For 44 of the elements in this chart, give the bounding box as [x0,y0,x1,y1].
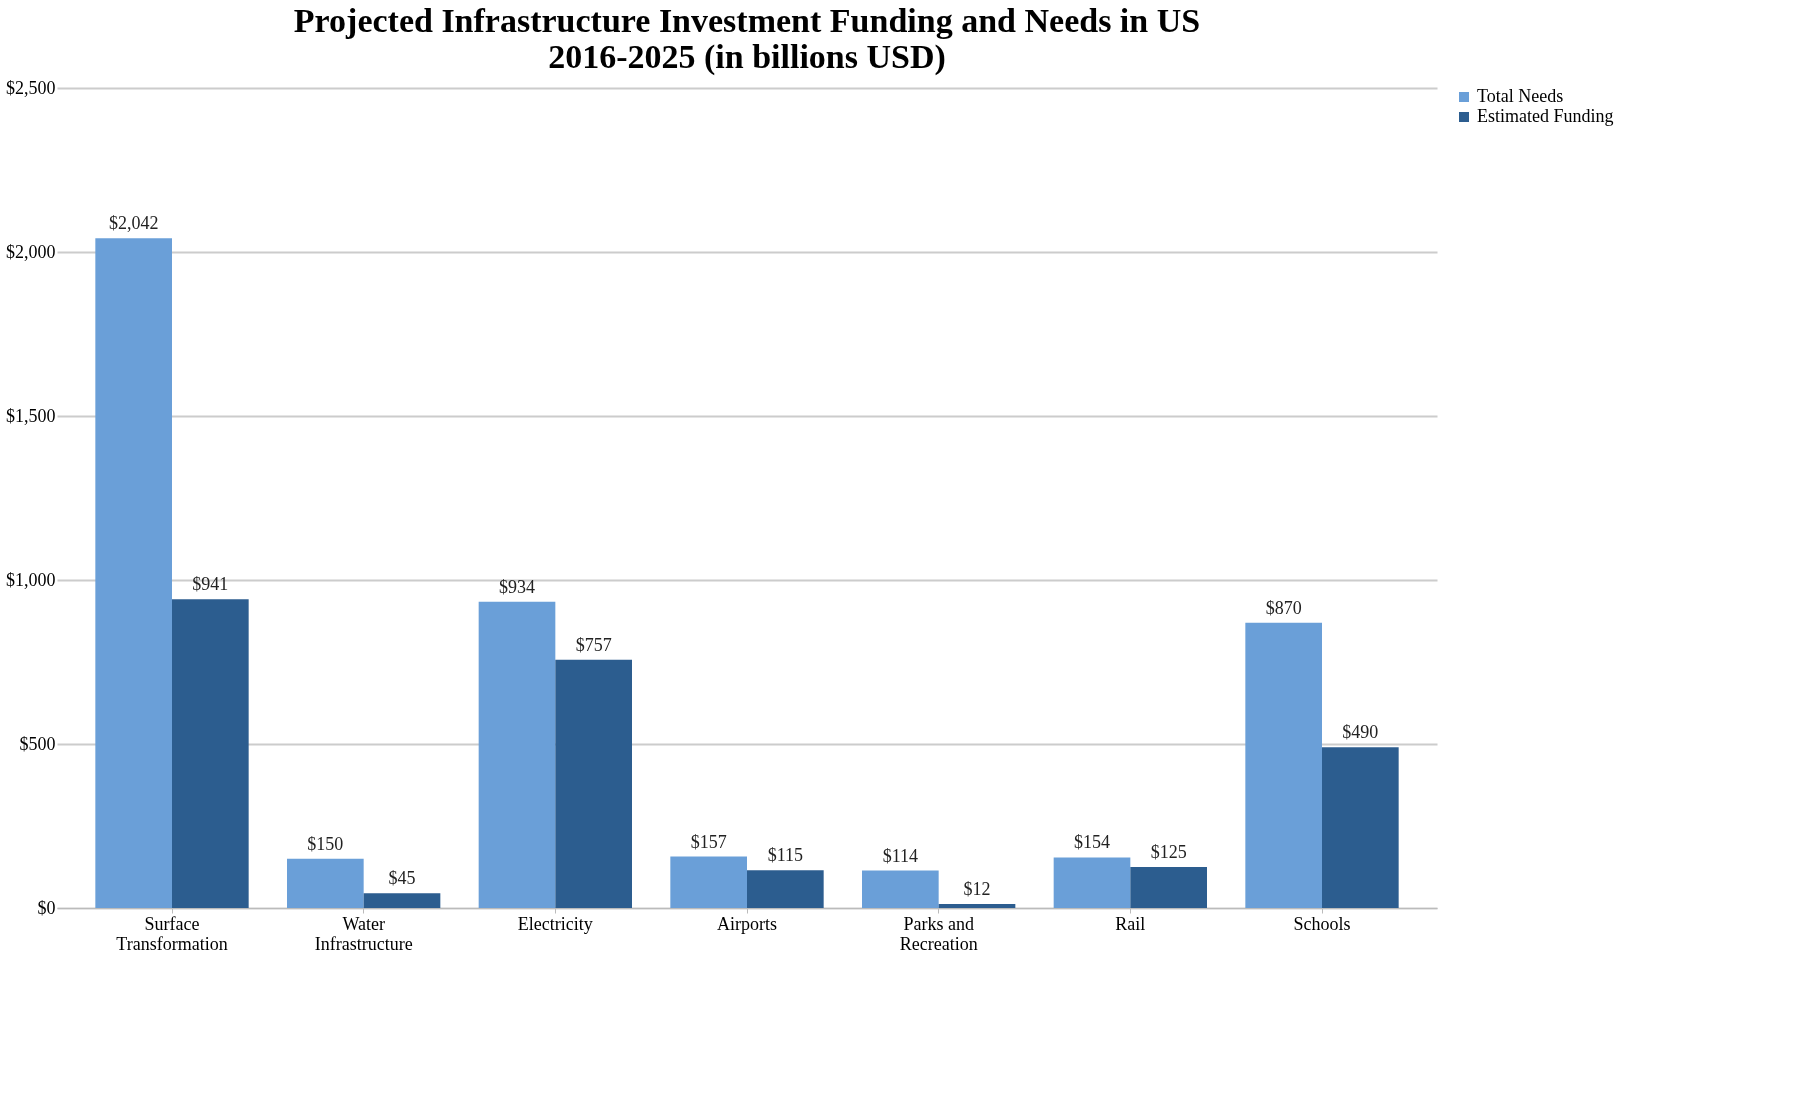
bar [172,599,249,908]
bar [862,870,939,908]
data-label: $45 [388,868,416,889]
data-label: $12 [963,879,991,900]
data-label: $125 [1150,842,1187,862]
data-label: $934 [499,576,535,597]
x-tick-label: Parks and Recreation [899,913,978,954]
data-label: $490 [1342,722,1379,743]
x-tick-label: Water Infrastructure [314,913,413,954]
legend-label: Total Needs [1477,86,1564,106]
data-label: $941 [192,574,229,595]
x-tick-label: Electricity [517,913,593,934]
data-label: $154 [1074,832,1110,853]
bar [363,893,441,908]
data-label: $114 [882,845,919,866]
y-tick-label: $0 [37,897,56,918]
x-tick-label: Rail [1115,913,1146,934]
bar [95,238,172,908]
y-tick-label: $1,500 [6,405,56,426]
data-label: $2,042 [108,213,159,234]
chart-title: Projected Infrastructure Investment Funding and Needs in US 2016-2025 (in billions USD) [293,2,1201,76]
bar [555,659,632,908]
data-label: $115 [767,845,804,866]
y-tick-label: $1,000 [6,569,56,590]
y-tick-label: $500 [19,733,56,754]
data-label: $757 [575,634,612,655]
bar [1322,747,1399,908]
x-tick-label: Schools [1293,913,1351,934]
data-label: $870 [1265,597,1302,618]
bar [1130,867,1207,908]
x-tick-label: Surface Transformation [116,913,228,954]
bar [670,856,747,908]
bar [287,858,364,908]
bar [1053,857,1131,908]
bar [747,870,824,908]
data-label: $150 [307,833,344,854]
bar [938,904,1016,908]
legend-label: Estimated Funding [1477,106,1614,126]
x-tick-label: Airports [717,913,777,934]
bar [478,601,556,908]
data-label: $157 [690,831,727,852]
y-tick-label: $2,000 [6,241,56,262]
bar [1245,622,1322,908]
y-tick-label: $2,500 [6,77,56,98]
